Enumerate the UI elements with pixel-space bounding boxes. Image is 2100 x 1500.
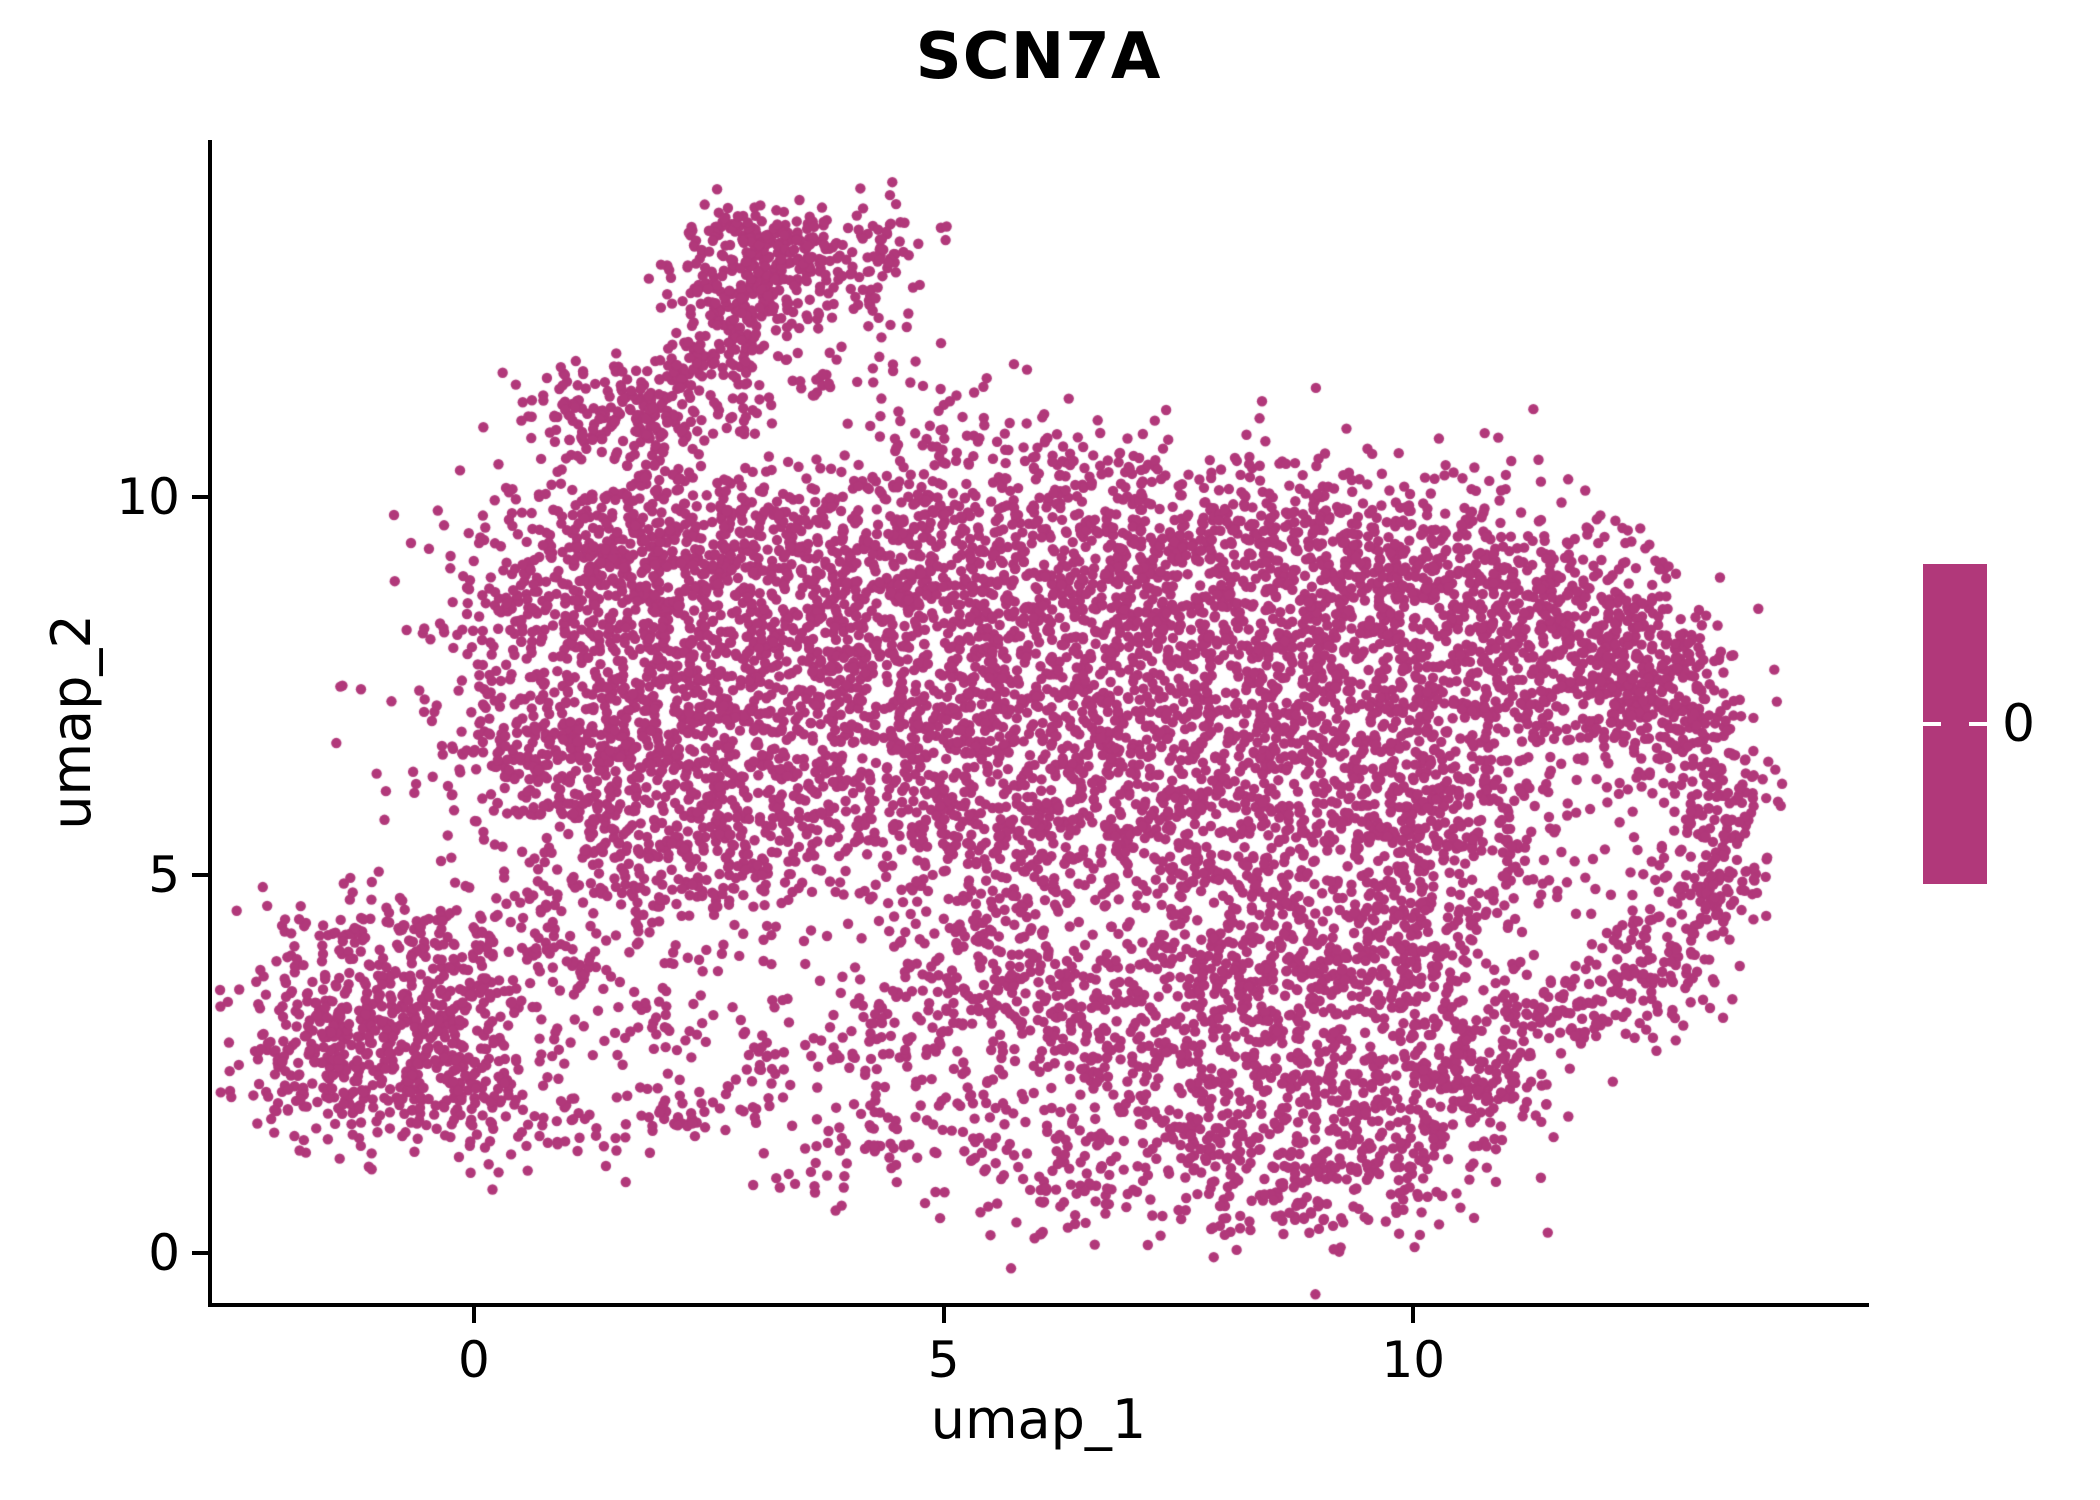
x-tick-mark <box>941 1307 946 1323</box>
x-tick-label: 10 <box>1381 1331 1446 1389</box>
legend-colorbar <box>1923 564 1987 884</box>
x-tick-mark <box>471 1307 476 1323</box>
y-tick-mark <box>192 1250 208 1255</box>
y-tick-mark <box>192 494 208 499</box>
y-tick-label: 5 <box>148 845 180 904</box>
legend-tick-label: 0 <box>2002 694 2036 754</box>
x-tick-label: 5 <box>927 1331 960 1389</box>
legend-tick-right <box>1969 722 1987 726</box>
y-tick-label: 10 <box>116 467 180 526</box>
y-tick-label: 0 <box>148 1223 180 1282</box>
y-axis-line <box>208 140 212 1307</box>
x-tick-label: 0 <box>458 1331 490 1389</box>
x-axis-line <box>208 1303 1869 1307</box>
legend-tick-left <box>1923 722 1941 726</box>
y-tick-mark <box>192 872 208 877</box>
x-tick-mark <box>1411 1307 1416 1323</box>
